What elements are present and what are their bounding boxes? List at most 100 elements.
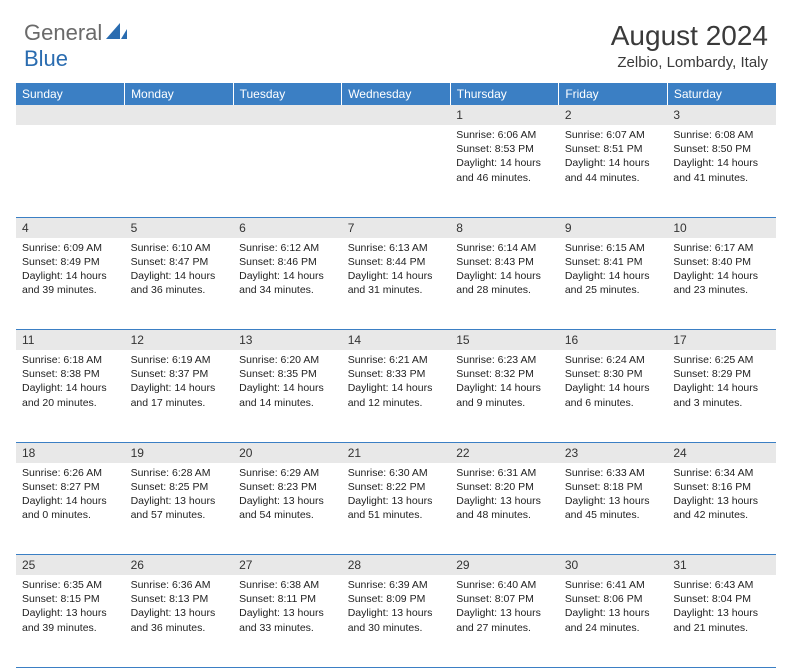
daylight-line: Daylight: 13 hours and 51 minutes. <box>348 494 445 522</box>
week-row: Sunrise: 6:18 AMSunset: 8:38 PMDaylight:… <box>16 350 776 442</box>
day-cell: Sunrise: 6:24 AMSunset: 8:30 PMDaylight:… <box>559 350 668 442</box>
day-number: 3 <box>667 105 776 125</box>
day-number: 15 <box>450 330 559 351</box>
day-header: Monday <box>125 83 234 105</box>
sunrise-line: Sunrise: 6:24 AM <box>565 353 662 367</box>
sunset-line: Sunset: 8:51 PM <box>565 142 662 156</box>
day-cell: Sunrise: 6:29 AMSunset: 8:23 PMDaylight:… <box>233 463 342 555</box>
logo-text-general: General <box>24 20 102 46</box>
sunset-line: Sunset: 8:07 PM <box>456 592 553 606</box>
day-cell: Sunrise: 6:20 AMSunset: 8:35 PMDaylight:… <box>233 350 342 442</box>
day-number: 9 <box>559 217 668 238</box>
daylight-line: Daylight: 14 hours and 23 minutes. <box>673 269 770 297</box>
day-number: 2 <box>559 105 668 125</box>
sunrise-line: Sunrise: 6:07 AM <box>565 128 662 142</box>
daylight-line: Daylight: 14 hours and 44 minutes. <box>565 156 662 184</box>
day-cell: Sunrise: 6:43 AMSunset: 8:04 PMDaylight:… <box>667 575 776 667</box>
day-cell: Sunrise: 6:33 AMSunset: 8:18 PMDaylight:… <box>559 463 668 555</box>
daylight-line: Daylight: 13 hours and 57 minutes. <box>131 494 228 522</box>
day-number: 21 <box>342 442 451 463</box>
day-cell: Sunrise: 6:07 AMSunset: 8:51 PMDaylight:… <box>559 125 668 217</box>
day-number: 22 <box>450 442 559 463</box>
daynum-row: 123 <box>16 105 776 125</box>
day-header: Saturday <box>667 83 776 105</box>
day-number <box>342 105 451 125</box>
day-cell-body: Sunrise: 6:18 AMSunset: 8:38 PMDaylight:… <box>16 350 125 416</box>
sunset-line: Sunset: 8:06 PM <box>565 592 662 606</box>
day-number: 28 <box>342 555 451 576</box>
sunrise-line: Sunrise: 6:43 AM <box>673 578 770 592</box>
day-number: 13 <box>233 330 342 351</box>
day-cell <box>233 125 342 217</box>
day-cell-body: Sunrise: 6:09 AMSunset: 8:49 PMDaylight:… <box>16 238 125 304</box>
daylight-line: Daylight: 14 hours and 14 minutes. <box>239 381 336 409</box>
sunset-line: Sunset: 8:33 PM <box>348 367 445 381</box>
sunset-line: Sunset: 8:13 PM <box>131 592 228 606</box>
sunset-line: Sunset: 8:41 PM <box>565 255 662 269</box>
day-cell-body: Sunrise: 6:07 AMSunset: 8:51 PMDaylight:… <box>559 125 668 191</box>
daylight-line: Daylight: 13 hours and 39 minutes. <box>22 606 119 634</box>
daylight-line: Daylight: 14 hours and 0 minutes. <box>22 494 119 522</box>
day-cell-body: Sunrise: 6:12 AMSunset: 8:46 PMDaylight:… <box>233 238 342 304</box>
day-number: 7 <box>342 217 451 238</box>
day-cell: Sunrise: 6:19 AMSunset: 8:37 PMDaylight:… <box>125 350 234 442</box>
day-cell: Sunrise: 6:12 AMSunset: 8:46 PMDaylight:… <box>233 238 342 330</box>
daylight-line: Daylight: 13 hours and 36 minutes. <box>131 606 228 634</box>
sunset-line: Sunset: 8:35 PM <box>239 367 336 381</box>
day-cell-body: Sunrise: 6:28 AMSunset: 8:25 PMDaylight:… <box>125 463 234 529</box>
sunrise-line: Sunrise: 6:23 AM <box>456 353 553 367</box>
day-cell-body: Sunrise: 6:13 AMSunset: 8:44 PMDaylight:… <box>342 238 451 304</box>
daynum-row: 45678910 <box>16 217 776 238</box>
daylight-line: Daylight: 14 hours and 31 minutes. <box>348 269 445 297</box>
day-cell: Sunrise: 6:08 AMSunset: 8:50 PMDaylight:… <box>667 125 776 217</box>
sunset-line: Sunset: 8:11 PM <box>239 592 336 606</box>
daylight-line: Daylight: 14 hours and 6 minutes. <box>565 381 662 409</box>
sunrise-line: Sunrise: 6:28 AM <box>131 466 228 480</box>
sunset-line: Sunset: 8:16 PM <box>673 480 770 494</box>
daylight-line: Daylight: 13 hours and 30 minutes. <box>348 606 445 634</box>
sunrise-line: Sunrise: 6:25 AM <box>673 353 770 367</box>
day-cell: Sunrise: 6:28 AMSunset: 8:25 PMDaylight:… <box>125 463 234 555</box>
daylight-line: Daylight: 14 hours and 17 minutes. <box>131 381 228 409</box>
sunrise-line: Sunrise: 6:34 AM <box>673 466 770 480</box>
daylight-line: Daylight: 14 hours and 36 minutes. <box>131 269 228 297</box>
day-cell-body: Sunrise: 6:17 AMSunset: 8:40 PMDaylight:… <box>667 238 776 304</box>
calendar-table: SundayMondayTuesdayWednesdayThursdayFrid… <box>16 83 776 668</box>
sunset-line: Sunset: 8:18 PM <box>565 480 662 494</box>
day-cell: Sunrise: 6:36 AMSunset: 8:13 PMDaylight:… <box>125 575 234 667</box>
day-number <box>233 105 342 125</box>
sunrise-line: Sunrise: 6:21 AM <box>348 353 445 367</box>
day-cell-body: Sunrise: 6:08 AMSunset: 8:50 PMDaylight:… <box>667 125 776 191</box>
day-number: 16 <box>559 330 668 351</box>
daylight-line: Daylight: 13 hours and 54 minutes. <box>239 494 336 522</box>
day-cell-body: Sunrise: 6:24 AMSunset: 8:30 PMDaylight:… <box>559 350 668 416</box>
day-cell-body: Sunrise: 6:21 AMSunset: 8:33 PMDaylight:… <box>342 350 451 416</box>
sunrise-line: Sunrise: 6:41 AM <box>565 578 662 592</box>
title-block: August 2024 Zelbio, Lombardy, Italy <box>611 20 768 71</box>
day-cell-body: Sunrise: 6:39 AMSunset: 8:09 PMDaylight:… <box>342 575 451 641</box>
sunset-line: Sunset: 8:40 PM <box>673 255 770 269</box>
day-number: 18 <box>16 442 125 463</box>
day-cell: Sunrise: 6:41 AMSunset: 8:06 PMDaylight:… <box>559 575 668 667</box>
day-number: 11 <box>16 330 125 351</box>
sunset-line: Sunset: 8:32 PM <box>456 367 553 381</box>
daylight-line: Daylight: 14 hours and 9 minutes. <box>456 381 553 409</box>
sunset-line: Sunset: 8:43 PM <box>456 255 553 269</box>
sunrise-line: Sunrise: 6:38 AM <box>239 578 336 592</box>
daylight-line: Daylight: 14 hours and 46 minutes. <box>456 156 553 184</box>
calendar-head: SundayMondayTuesdayWednesdayThursdayFrid… <box>16 83 776 105</box>
day-cell: Sunrise: 6:38 AMSunset: 8:11 PMDaylight:… <box>233 575 342 667</box>
sunset-line: Sunset: 8:09 PM <box>348 592 445 606</box>
sunrise-line: Sunrise: 6:10 AM <box>131 241 228 255</box>
day-cell: Sunrise: 6:15 AMSunset: 8:41 PMDaylight:… <box>559 238 668 330</box>
day-cell-body: Sunrise: 6:23 AMSunset: 8:32 PMDaylight:… <box>450 350 559 416</box>
day-cell: Sunrise: 6:18 AMSunset: 8:38 PMDaylight:… <box>16 350 125 442</box>
day-number: 31 <box>667 555 776 576</box>
sunrise-line: Sunrise: 6:36 AM <box>131 578 228 592</box>
week-row: Sunrise: 6:26 AMSunset: 8:27 PMDaylight:… <box>16 463 776 555</box>
day-cell-body: Sunrise: 6:38 AMSunset: 8:11 PMDaylight:… <box>233 575 342 641</box>
daynum-row: 25262728293031 <box>16 555 776 576</box>
day-number: 12 <box>125 330 234 351</box>
day-cell: Sunrise: 6:23 AMSunset: 8:32 PMDaylight:… <box>450 350 559 442</box>
day-cell <box>125 125 234 217</box>
